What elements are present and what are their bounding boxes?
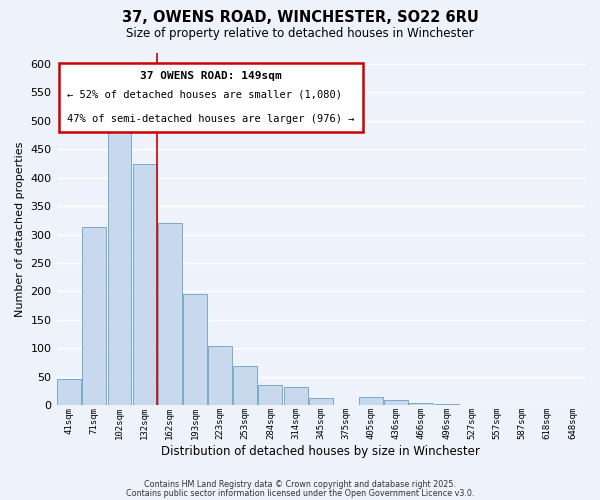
FancyBboxPatch shape [59,63,363,132]
Bar [409,403,433,406]
Text: 47% of semi-detached houses are larger (976) →: 47% of semi-detached houses are larger (… [67,114,355,124]
Text: 37 OWENS ROAD: 149sqm: 37 OWENS ROAD: 149sqm [140,71,282,81]
Bar [82,227,106,406]
Bar [259,386,283,406]
Bar [284,387,308,406]
Text: ← 52% of detached houses are smaller (1,080): ← 52% of detached houses are smaller (1,… [67,89,342,99]
Text: 37, OWENS ROAD, WINCHESTER, SO22 6RU: 37, OWENS ROAD, WINCHESTER, SO22 6RU [122,10,478,25]
Text: Size of property relative to detached houses in Winchester: Size of property relative to detached ho… [126,28,474,40]
Bar [434,404,458,406]
Bar [233,366,257,406]
Bar [385,400,408,406]
Bar [107,122,131,406]
Bar [309,398,333,406]
Text: Contains HM Land Registry data © Crown copyright and database right 2025.: Contains HM Land Registry data © Crown c… [144,480,456,489]
Bar [208,346,232,406]
Y-axis label: Number of detached properties: Number of detached properties [15,141,25,316]
Bar [460,404,484,406]
Bar [57,379,81,406]
Bar [158,223,182,406]
Bar [133,164,157,406]
Bar [183,294,207,406]
Bar [359,398,383,406]
Bar [535,404,559,406]
Text: Contains public sector information licensed under the Open Government Licence v3: Contains public sector information licen… [126,488,474,498]
X-axis label: Distribution of detached houses by size in Winchester: Distribution of detached houses by size … [161,444,480,458]
